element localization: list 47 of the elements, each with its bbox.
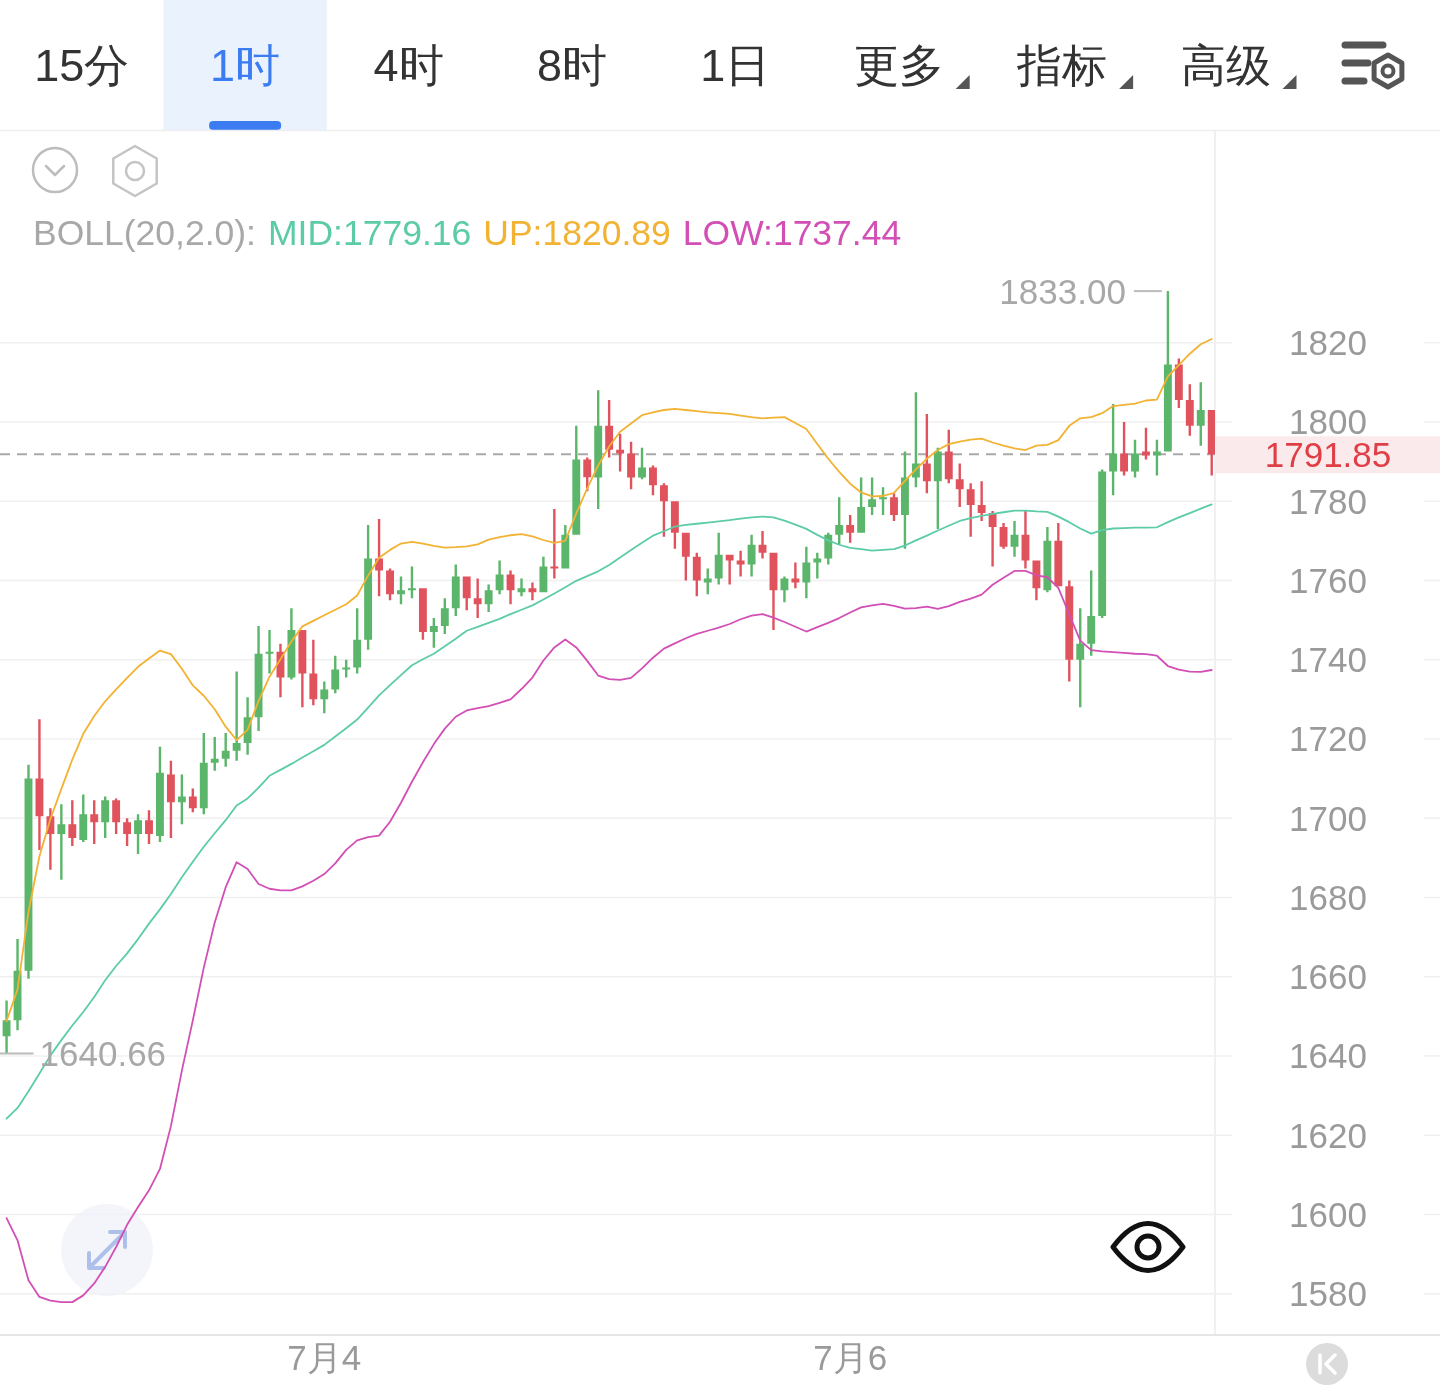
annotation: 1833.00 bbox=[999, 271, 1126, 311]
y-tick-label: 1600 bbox=[1289, 1195, 1367, 1235]
text: 高级 bbox=[1180, 40, 1271, 91]
y-tick-label: 1780 bbox=[1289, 481, 1367, 521]
text: 更多 bbox=[853, 40, 944, 91]
y-tick-label: 1680 bbox=[1289, 877, 1367, 917]
candlestick bbox=[517, 578, 526, 597]
y-tick-label: 1660 bbox=[1289, 957, 1367, 997]
text: MID:1779.16 bbox=[268, 213, 472, 253]
candlestick bbox=[791, 562, 800, 589]
line-series bbox=[5, 338, 1213, 1023]
candlestick bbox=[528, 582, 537, 601]
text: 15分 bbox=[34, 40, 130, 91]
y-tick-label: 1580 bbox=[1289, 1274, 1367, 1314]
text: UP:1820.89 bbox=[483, 213, 671, 253]
y-tick-label: 1640 bbox=[1289, 1036, 1367, 1076]
legend-title: BOLL(20,2.0): bbox=[33, 213, 256, 253]
text: 4时 bbox=[373, 40, 444, 91]
text: LOW:1737.44 bbox=[682, 213, 902, 253]
text: 指标 bbox=[1016, 40, 1108, 91]
line-series bbox=[5, 503, 1213, 1120]
candlestick bbox=[68, 800, 77, 846]
candlestick bbox=[758, 530, 767, 559]
candlestick bbox=[221, 733, 230, 767]
candlestick bbox=[265, 629, 274, 674]
x-tick-label: 7月6 bbox=[813, 1338, 888, 1377]
y-tick-label: 1700 bbox=[1289, 798, 1367, 838]
text: 8时 bbox=[536, 40, 607, 91]
candlestick bbox=[232, 671, 241, 761]
text: 1时 bbox=[210, 40, 281, 91]
candlestick bbox=[57, 804, 66, 880]
candlestick bbox=[813, 552, 822, 579]
candlestick bbox=[550, 509, 559, 579]
text: 1日 bbox=[700, 40, 771, 91]
line-series bbox=[5, 570, 1213, 1304]
candlestick bbox=[473, 578, 482, 619]
candlestick bbox=[736, 550, 745, 577]
y-tick-label: 1620 bbox=[1289, 1115, 1367, 1155]
candlestick bbox=[966, 483, 975, 537]
candlestick bbox=[988, 511, 997, 567]
y-tick-label: 1720 bbox=[1289, 719, 1367, 759]
candlestick bbox=[725, 554, 734, 585]
y-tick-label: 1760 bbox=[1289, 560, 1367, 600]
candlestick bbox=[977, 481, 986, 521]
y-tick-label: 1740 bbox=[1289, 640, 1367, 680]
y-tick-label: 1820 bbox=[1289, 323, 1367, 363]
x-tick-label: 7月4 bbox=[287, 1338, 362, 1377]
